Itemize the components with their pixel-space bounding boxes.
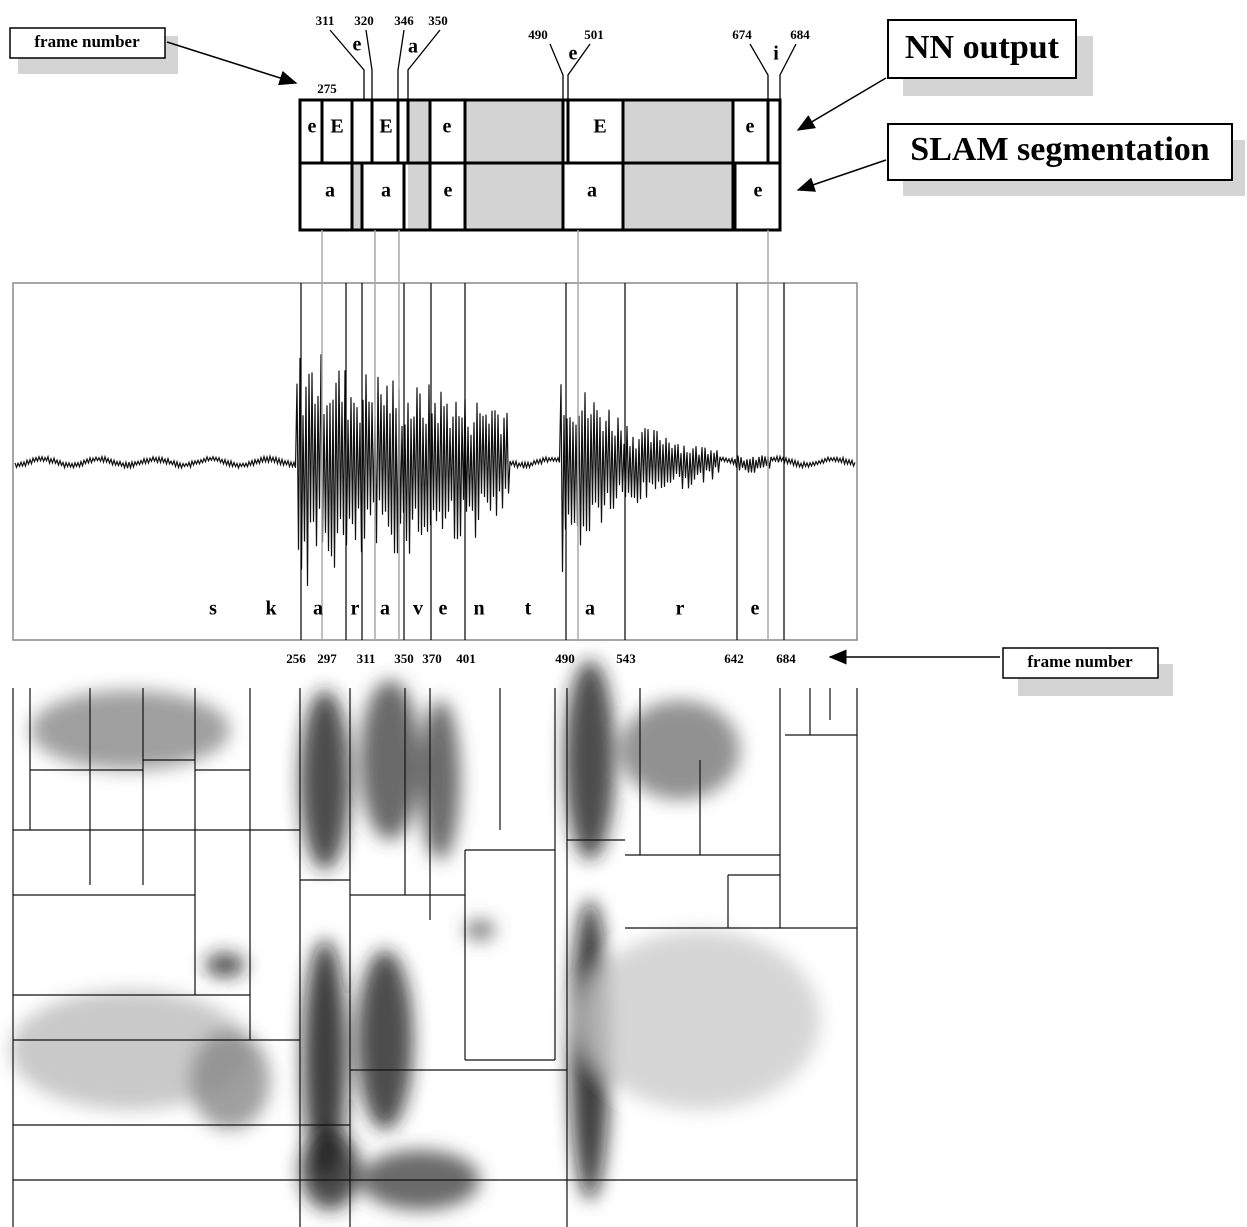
spectral-energy xyxy=(565,660,615,860)
phoneme-label: e xyxy=(569,43,578,65)
frame-number: 350 xyxy=(394,651,414,666)
nn-output-box: NN output xyxy=(798,20,1093,130)
label: NN output xyxy=(905,29,1060,66)
phoneme: k xyxy=(265,598,277,620)
slam-label: e xyxy=(444,180,453,202)
spectral-energy xyxy=(300,690,350,870)
frame-number: 350 xyxy=(428,13,448,28)
frame-number: 684 xyxy=(790,27,810,42)
slam-box: SLAM segmentation xyxy=(798,124,1245,196)
phoneme: a xyxy=(313,598,323,620)
phoneme: a xyxy=(585,598,595,620)
phoneme: e xyxy=(751,598,760,620)
nn-label: e xyxy=(443,116,452,138)
spectral-energy xyxy=(420,700,460,860)
frame-number: 642 xyxy=(724,651,744,666)
label: frame number xyxy=(34,32,140,51)
frame-number: 501 xyxy=(584,27,604,42)
frame-number-box-bottom: frame number xyxy=(830,648,1173,696)
phoneme: n xyxy=(473,598,484,620)
spectral-energy xyxy=(360,680,420,840)
slam-label: a xyxy=(325,180,335,202)
nn-label: E xyxy=(379,116,392,138)
figure: frame number NN output SLAM segmentation… xyxy=(0,0,1247,1227)
leader-lines xyxy=(330,30,796,100)
frame-number: 320 xyxy=(354,13,374,28)
nn-label: E xyxy=(593,116,606,138)
spectral-energy xyxy=(357,950,413,1130)
nn-label: e xyxy=(746,116,755,138)
label: SLAM segmentation xyxy=(910,131,1209,168)
phoneme: r xyxy=(351,598,360,620)
spectral-energy xyxy=(190,1030,270,1130)
spectrogram xyxy=(10,660,857,1227)
phoneme: t xyxy=(525,598,532,620)
frame-number: 370 xyxy=(422,651,442,666)
frame-number: 490 xyxy=(555,651,575,666)
nn-label: e xyxy=(308,116,317,138)
spectral-energy xyxy=(300,1130,360,1210)
phoneme: s xyxy=(209,598,217,620)
spectral-energy xyxy=(465,920,495,940)
phoneme: e xyxy=(439,598,448,620)
frame-number: 297 xyxy=(317,651,337,666)
phoneme-label: e xyxy=(353,34,362,56)
frame-number: 674 xyxy=(732,27,752,42)
spectral-energy xyxy=(205,953,245,977)
phoneme: r xyxy=(676,598,685,620)
spectral-energy xyxy=(580,930,820,1110)
phoneme: a xyxy=(380,598,390,620)
slam-label: e xyxy=(754,180,763,202)
nn-label: E xyxy=(330,116,343,138)
slam-label: a xyxy=(381,180,391,202)
frame-number: 684 xyxy=(776,651,796,666)
spectral-energy xyxy=(30,690,230,770)
slam-label: a xyxy=(587,180,597,202)
frame-number: 401 xyxy=(456,651,476,666)
spectral-energy xyxy=(620,700,740,800)
frame-number-box-top: frame number xyxy=(10,28,296,83)
frame-number: 256 xyxy=(286,651,306,666)
phoneme-label: i xyxy=(773,43,779,65)
phoneme-label: a xyxy=(408,36,418,58)
frame-number: 275 xyxy=(317,81,337,96)
frame-number: 543 xyxy=(616,651,636,666)
frame-number: 490 xyxy=(528,27,548,42)
frame-number: 311 xyxy=(357,651,376,666)
phoneme: v xyxy=(413,598,423,620)
segmentation-block xyxy=(300,100,780,230)
label: frame number xyxy=(1027,652,1133,671)
frame-number: 346 xyxy=(394,13,414,28)
frame-number: 311 xyxy=(316,13,335,28)
